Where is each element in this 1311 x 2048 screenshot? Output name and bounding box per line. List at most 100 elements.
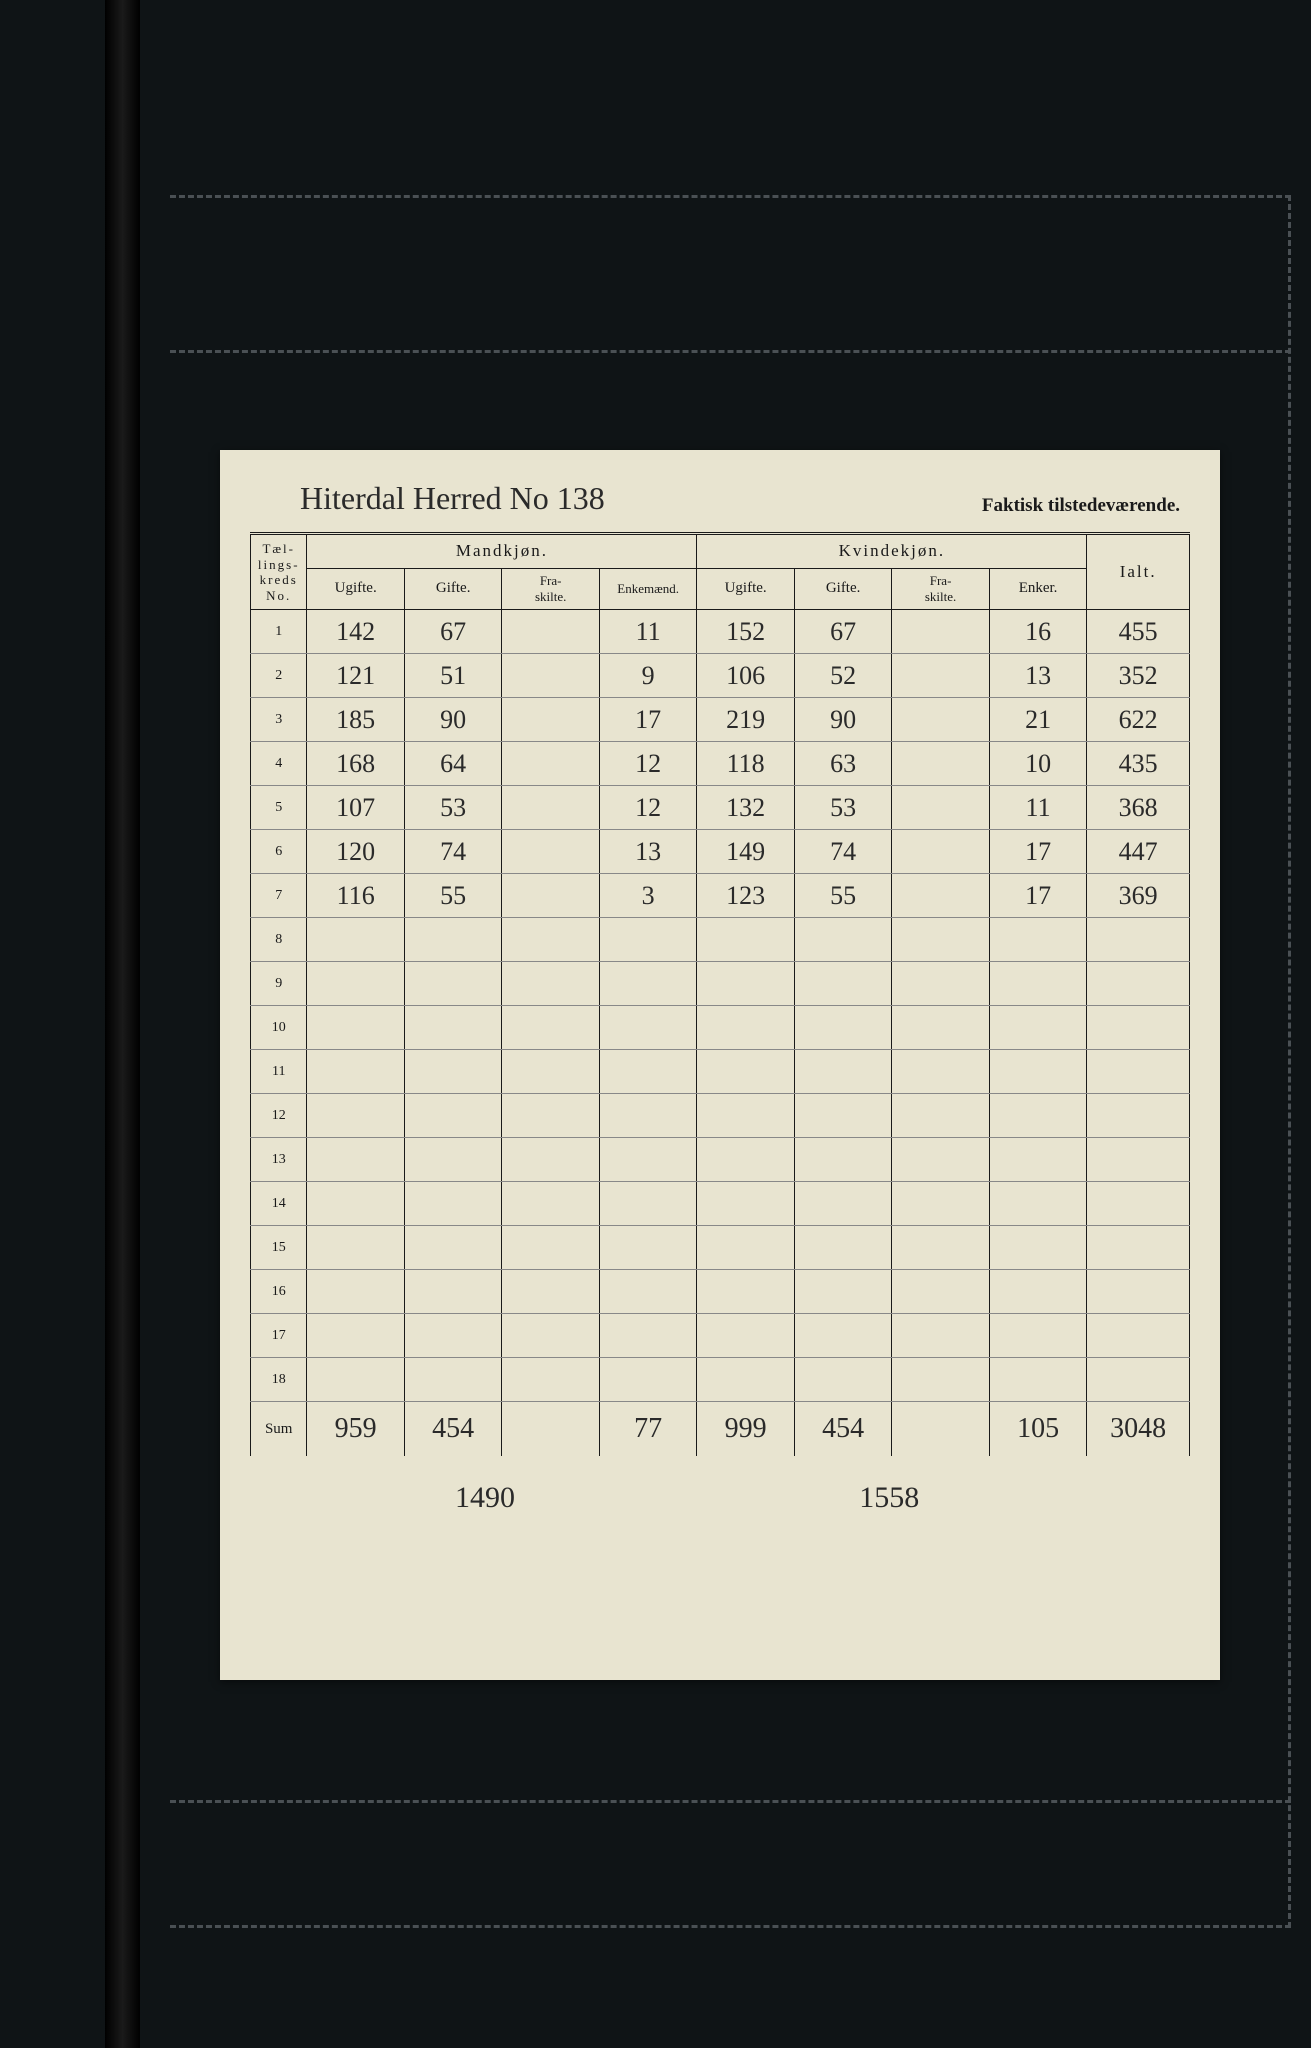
- cell-m_fraskilte: [502, 610, 599, 654]
- table-row: 8: [251, 918, 1190, 962]
- cell-m_fraskilte: [502, 1182, 599, 1226]
- cell-m_fraskilte: [502, 918, 599, 962]
- col-header-kvindekjon: Kvindekjøn.: [697, 534, 1087, 569]
- cell-m_ugifte: [307, 1094, 404, 1138]
- cell-m_fraskilte: [502, 1138, 599, 1182]
- cell-k_gifte: 53: [794, 786, 891, 830]
- table-header-row-1: Tæl- lings- kreds No. Mandkjøn. Kvindekj…: [251, 534, 1190, 569]
- cell-ialt: 447: [1087, 830, 1190, 874]
- cell-k_ugifte: [697, 1094, 794, 1138]
- census-table: Tæl- lings- kreds No. Mandkjøn. Kvindekj…: [250, 532, 1190, 1456]
- cell-k_ugifte: [697, 1182, 794, 1226]
- cell-m_ugifte: [307, 1006, 404, 1050]
- table-row: 10: [251, 1006, 1190, 1050]
- cell-m_fraskilte: [502, 1358, 599, 1402]
- row-number: 4: [251, 742, 307, 786]
- cell-k_enke: 17: [989, 830, 1086, 874]
- cell-k_gifte: [794, 918, 891, 962]
- header-present-label: Faktisk tilstedeværende.: [982, 495, 1190, 517]
- cell-k_fraskilte: [892, 698, 989, 742]
- sum-k_gifte: 454: [794, 1402, 891, 1456]
- cell-m_fraskilte: [502, 1094, 599, 1138]
- cell-m_ugifte: [307, 962, 404, 1006]
- cell-k_ugifte: [697, 1138, 794, 1182]
- cell-k_fraskilte: [892, 918, 989, 962]
- cell-k_gifte: [794, 1226, 891, 1270]
- cell-k_fraskilte: [892, 610, 989, 654]
- col-header-k-gifte: Gifte.: [794, 568, 891, 610]
- table-row: 15: [251, 1226, 1190, 1270]
- row-number: 18: [251, 1358, 307, 1402]
- row-number: 15: [251, 1226, 307, 1270]
- cell-k_fraskilte: [892, 786, 989, 830]
- cell-m_gifte: [404, 962, 501, 1006]
- cell-k_enke: 13: [989, 654, 1086, 698]
- row-number: 9: [251, 962, 307, 1006]
- cell-k_fraskilte: [892, 1314, 989, 1358]
- scan-frame-right: [1288, 195, 1291, 1928]
- cell-m_enke: 13: [599, 830, 696, 874]
- table-row: 416864121186310435: [251, 742, 1190, 786]
- cell-k_ugifte: 219: [697, 698, 794, 742]
- cell-k_enke: [989, 1050, 1086, 1094]
- cell-ialt: 368: [1087, 786, 1190, 830]
- cell-m_fraskilte: [502, 1050, 599, 1094]
- cell-m_gifte: 74: [404, 830, 501, 874]
- cell-m_gifte: 64: [404, 742, 501, 786]
- cell-m_ugifte: [307, 1226, 404, 1270]
- row-number: 3: [251, 698, 307, 742]
- cell-m_gifte: [404, 1050, 501, 1094]
- subtotal-mandkjon: 1490: [250, 1481, 645, 1515]
- cell-ialt: [1087, 1138, 1190, 1182]
- cell-m_enke: 12: [599, 786, 696, 830]
- cell-k_gifte: [794, 962, 891, 1006]
- cell-k_ugifte: 106: [697, 654, 794, 698]
- cell-k_gifte: [794, 1270, 891, 1314]
- cell-m_ugifte: [307, 1270, 404, 1314]
- col-header-m-gifte: Gifte.: [404, 568, 501, 610]
- cell-k_gifte: 52: [794, 654, 891, 698]
- row-number: 14: [251, 1182, 307, 1226]
- cell-m_gifte: [404, 1182, 501, 1226]
- cell-k_enke: [989, 1138, 1086, 1182]
- cell-ialt: 435: [1087, 742, 1190, 786]
- cell-m_ugifte: [307, 1182, 404, 1226]
- scan-frame-top: [170, 195, 1291, 198]
- table-row: 318590172199021622: [251, 698, 1190, 742]
- cell-m_enke: [599, 1182, 696, 1226]
- table-row: 114267111526716455: [251, 610, 1190, 654]
- sum-m_enke: 77: [599, 1402, 696, 1456]
- table-body: 1142671115267164552121519106521335231859…: [251, 610, 1190, 1456]
- cell-m_ugifte: [307, 1050, 404, 1094]
- cell-k_enke: [989, 1358, 1086, 1402]
- row-number: 5: [251, 786, 307, 830]
- cell-k_gifte: [794, 1006, 891, 1050]
- cell-m_enke: [599, 962, 696, 1006]
- cell-k_enke: [989, 1006, 1086, 1050]
- cell-m_gifte: 53: [404, 786, 501, 830]
- cell-ialt: [1087, 1050, 1190, 1094]
- cell-k_ugifte: [697, 1050, 794, 1094]
- cell-k_gifte: [794, 1358, 891, 1402]
- row-number: 11: [251, 1050, 307, 1094]
- sum-row: Sum959454779994541053048: [251, 1402, 1190, 1456]
- cell-k_gifte: [794, 1050, 891, 1094]
- cell-m_enke: [599, 1270, 696, 1314]
- cell-m_fraskilte: [502, 654, 599, 698]
- row-number: 13: [251, 1138, 307, 1182]
- cell-k_ugifte: [697, 1226, 794, 1270]
- row-number: 12: [251, 1094, 307, 1138]
- row-number: 8: [251, 918, 307, 962]
- cell-ialt: [1087, 1006, 1190, 1050]
- subtotals-row: 1490 1558: [250, 1481, 1190, 1515]
- cell-ialt: 622: [1087, 698, 1190, 742]
- cell-k_ugifte: [697, 962, 794, 1006]
- scan-frame-bottom: [170, 1800, 1291, 1803]
- cell-m_enke: [599, 1138, 696, 1182]
- table-row: 71165531235517369: [251, 874, 1190, 918]
- cell-m_fraskilte: [502, 742, 599, 786]
- cell-k_fraskilte: [892, 1226, 989, 1270]
- cell-ialt: [1087, 1182, 1190, 1226]
- cell-ialt: [1087, 1094, 1190, 1138]
- cell-k_ugifte: 132: [697, 786, 794, 830]
